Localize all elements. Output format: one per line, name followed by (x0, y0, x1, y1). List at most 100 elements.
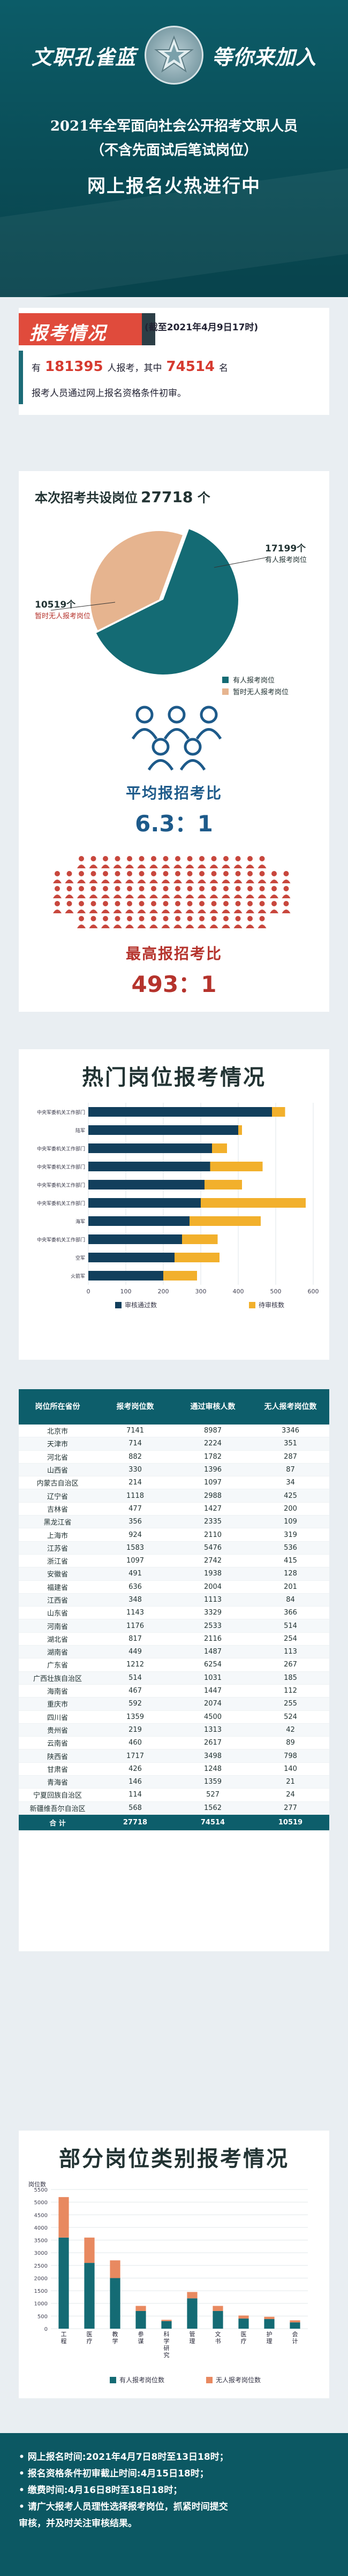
cell-passed: 1031 (203, 1673, 222, 1682)
cell-posts: 477 (128, 1504, 142, 1513)
note-5: 审核，并及时关注审核结果。 (19, 2518, 137, 2529)
y-tick-label: 3000 (34, 2251, 48, 2256)
cell-posts: 214 (128, 1479, 142, 1487)
cell-none: 128 (284, 1570, 297, 1578)
cell-province: 重庆市 (47, 1701, 68, 1709)
header-banner: 文职孔雀蓝 等你来加入 2021年全军面向社会公开招考文职人员 （不含先面试后笔… (0, 0, 348, 297)
cell-passed: 6254 (203, 1661, 222, 1669)
cell-province: 新疆维吾尔自治区 (29, 1805, 86, 1813)
legend-has-swatch (110, 2377, 116, 2383)
crowd-person-head (259, 901, 265, 906)
cell-posts: 592 (128, 1700, 142, 1708)
note-4: • 请广大报考人员理性选择报考岗位，抓紧时间提交 (19, 2502, 228, 2512)
crowd-person-body (222, 880, 230, 883)
cell-posts: 714 (128, 1439, 142, 1448)
status-date: (截至2021年4月9日17时) (145, 322, 259, 333)
bar-category-label: 陆军 (75, 1127, 85, 1134)
cell-posts: 356 (128, 1518, 142, 1526)
cell-none: 255 (284, 1700, 297, 1708)
crowd-person-body (185, 865, 194, 868)
crowd-person-head (115, 886, 120, 891)
note-3: • 缴费时间:4月16日8时至18日18时； (19, 2485, 183, 2496)
cell-passed: 1359 (203, 1778, 222, 1786)
table-row: 云南省 460 2617 89 (19, 1737, 329, 1750)
bar-category-label: 中央军委机关工作部门 (37, 1237, 85, 1243)
crowd-person-head (247, 901, 253, 906)
cell-posts: 1118 (126, 1491, 145, 1500)
pie-label-has-value: 17199个 (265, 543, 306, 554)
posts-title-prefix: 本次招考共设岗位 (35, 490, 138, 505)
crowd-person-body (149, 865, 158, 868)
bar-category-label: 空军 (75, 1255, 85, 1261)
status-prefix: 有 (32, 363, 41, 374)
crowd-person-head (115, 901, 120, 906)
cell-province: 河南省 (47, 1623, 68, 1631)
crowd-person-body (137, 910, 146, 913)
crowd-person-body (270, 895, 278, 898)
note-2: • 报名资格条件初审截止时间:4月15日18时； (19, 2468, 209, 2479)
cell-province: 吉林省 (47, 1505, 68, 1514)
slogan-right: 等你来加入 (212, 45, 317, 69)
table-row: 贵州省 219 1313 42 (19, 1723, 329, 1737)
crowd-person-body (65, 910, 74, 913)
cell-province: 广西壮族自治区 (33, 1675, 82, 1683)
crowd-person-body (258, 895, 267, 898)
crowd-person-body (222, 865, 230, 868)
pie-label-has-name: 有人报考岗位 (265, 556, 307, 564)
cell-none: 140 (284, 1764, 297, 1773)
crowd-person-body (282, 895, 291, 898)
table-row: 天津市 714 2224 351 (19, 1437, 329, 1451)
cell-passed: 2074 (203, 1700, 222, 1708)
crowd-person-body (246, 880, 254, 883)
crowd-person-body (125, 865, 134, 868)
crowd-person-body (173, 895, 182, 898)
crowd-person-body (270, 880, 278, 883)
cell-none: 3346 (281, 1427, 300, 1435)
crowd-person-head (79, 871, 84, 876)
cell-province: 云南省 (47, 1740, 68, 1748)
crowd-person-head (283, 901, 289, 906)
cell-province: 宁夏回族自治区 (33, 1792, 82, 1800)
cell-none: 34 (286, 1479, 295, 1487)
table-row: 海南省 467 1447 112 (19, 1685, 329, 1698)
cell-province: 青海省 (47, 1779, 68, 1787)
status-line1: 有 181395 人报考，其中 74514 名 (24, 359, 324, 375)
crowd-person-body (173, 910, 182, 913)
cell-none: 113 (284, 1648, 297, 1656)
bar-category-label: 中央军委机关工作部门 (37, 1182, 85, 1188)
x-tick-label: 200 (158, 1288, 169, 1295)
cell-passed: 1248 (203, 1764, 222, 1773)
cell-posts: 882 (128, 1452, 142, 1461)
crowd-person-body (282, 910, 291, 913)
crowd-person-head (235, 916, 241, 921)
crowd-person-body (89, 865, 98, 868)
x-category-label: 参谋 (138, 2330, 144, 2345)
bar-none (187, 2292, 198, 2299)
cell-posts: 1176 (126, 1622, 145, 1630)
crowd-person-head (79, 901, 84, 906)
bar-has (161, 2321, 172, 2329)
crowd-person-head (66, 886, 72, 891)
x-tick-label: 300 (195, 1288, 207, 1295)
crowd-person-head (259, 886, 265, 891)
table-row: 山西省 330 1396 87 (19, 1463, 329, 1477)
crowd-person-head (139, 916, 145, 921)
category-title: 部分岗位类别报考情况 (59, 2147, 289, 2171)
cell-none: 277 (284, 1804, 297, 1812)
bar-category-label: 火箭军 (71, 1273, 85, 1279)
crowd-person-body (233, 880, 243, 883)
total-none: 10519 (278, 1818, 303, 1827)
hot-posts-bar-chart: 0 100 200 300 400 500 600中央军委机关工作部门陆军中央军委机关工作部… (37, 1103, 319, 1309)
crowd-person-body (77, 880, 86, 883)
crowd-icon (53, 856, 291, 928)
crowd-person-head (259, 856, 265, 861)
crowd-person-head (223, 871, 229, 876)
crowd-person-head (115, 916, 120, 921)
crowd-person-body (173, 865, 182, 868)
crowd-person-body (149, 880, 158, 883)
table-row: 山东省 1143 3329 366 (19, 1607, 329, 1620)
bar-passed (88, 1125, 238, 1135)
status-mid: 人报考，其中 (107, 363, 162, 374)
bar-none (84, 2237, 95, 2263)
